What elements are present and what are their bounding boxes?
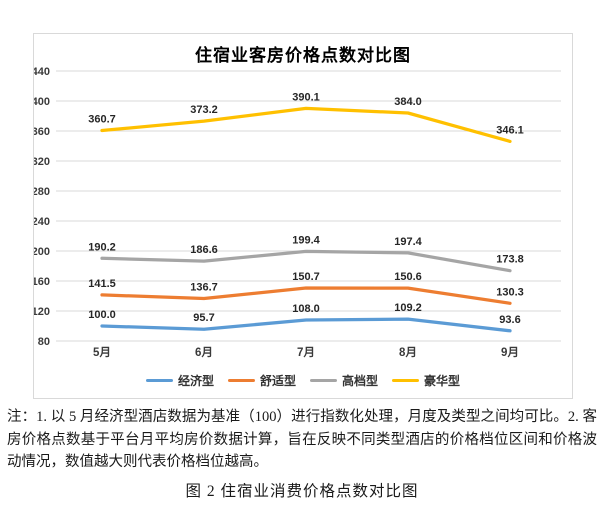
- legend-item-comfort: 舒适型: [227, 372, 296, 389]
- data-label-economy-6月: 95.7: [193, 312, 214, 324]
- series-line-economy: [100, 317, 512, 333]
- data-label-highend-9月: 173.8: [496, 254, 524, 266]
- y-tick-200: 200: [34, 246, 50, 258]
- x-category-2: 6月: [195, 346, 213, 359]
- gridlines: [56, 70, 561, 342]
- legend-line-swatch-highend: [310, 378, 337, 383]
- figure-caption: 图 2 住宿业消费价格点数对比图: [185, 483, 419, 500]
- data-label-economy-7月: 108.0: [292, 303, 320, 315]
- chart-title: 住宿业客房价格点数对比图: [195, 46, 411, 65]
- legend-item-luxury: 豪华型: [392, 372, 460, 389]
- data-label-comfort-6月: 136.7: [190, 281, 218, 293]
- data-label-luxury-7月: 390.1: [292, 91, 320, 103]
- legend-line-swatch-economy: [145, 378, 173, 383]
- series-line-luxury: [100, 106, 512, 144]
- data-label-luxury-5月: 360.7: [88, 113, 116, 125]
- data-label-comfort-8月: 150.6: [394, 271, 422, 283]
- data-label-economy-5月: 100.0: [88, 309, 116, 321]
- data-label-economy-9月: 93.6: [499, 314, 520, 326]
- chart-legend: 经济型 舒适型 高档型 豪华型: [34, 372, 572, 389]
- series-line-highend: [100, 249, 512, 273]
- legend-item-highend: 高档型: [310, 372, 378, 389]
- data-label-luxury-6月: 373.2: [190, 104, 218, 116]
- series-comfort: 141.5 136.7 150.7 150.6 130.3: [88, 271, 524, 305]
- price-chart-svg: 440 400 360 320 280 240 200 160 120 80 5月 6月 7月 8月 9月 1…: [34, 66, 561, 359]
- data-label-highend-7月: 199.4: [292, 234, 320, 246]
- data-label-comfort-5月: 141.5: [88, 278, 116, 290]
- x-category-3: 7月: [297, 346, 315, 359]
- x-category-5: 9月: [501, 346, 519, 359]
- y-tick-240: 240: [34, 216, 50, 228]
- legend-line-swatch-luxury: [392, 378, 420, 383]
- legend-label-luxury: 豪华型: [424, 374, 461, 388]
- data-label-luxury-9月: 346.1: [496, 124, 524, 136]
- legend-label-economy: 经济型: [177, 374, 214, 388]
- data-label-economy-8月: 109.2: [394, 302, 422, 314]
- x-category-1: 5月: [93, 346, 111, 359]
- x-axis-category-labels: 5月 6月 7月 8月 9月: [93, 346, 519, 359]
- data-label-comfort-7月: 150.7: [292, 271, 320, 283]
- figure-notes: 注：1. 以 5 月经济型酒店数据为基准（100）进行指数化处理，月度及类型之间…: [7, 409, 597, 470]
- legend-line-swatch-comfort: [227, 378, 255, 383]
- legend-label-comfort: 舒适型: [259, 374, 296, 388]
- data-label-comfort-9月: 130.3: [496, 286, 524, 298]
- series-highend: 190.2 186.6 199.4 197.4 173.8: [88, 234, 524, 273]
- y-tick-280: 280: [34, 186, 50, 198]
- y-tick-160: 160: [34, 276, 50, 288]
- legend-label-highend: 高档型: [342, 374, 379, 388]
- series-line-comfort: [100, 286, 512, 305]
- data-label-highend-5月: 190.2: [88, 241, 116, 253]
- y-tick-440: 440: [34, 66, 50, 78]
- chart-area: 440 400 360 320 280 240 200 160 120 80 5月 6月 7月 8月 9月 1…: [33, 33, 573, 399]
- y-tick-80: 80: [38, 336, 50, 348]
- y-tick-320: 320: [34, 156, 50, 168]
- data-label-luxury-8月: 384.0: [394, 96, 422, 108]
- legend-item-economy: 经济型: [145, 372, 214, 389]
- y-tick-360: 360: [34, 126, 50, 138]
- data-label-highend-6月: 186.6: [190, 244, 218, 256]
- series-economy: 100.0 95.7 108.0 109.2 93.6: [88, 302, 521, 333]
- y-tick-120: 120: [34, 306, 50, 318]
- y-axis-tick-labels: 440 400 360 320 280 240 200 160 120 80: [34, 66, 50, 348]
- y-tick-400: 400: [34, 96, 50, 108]
- data-label-highend-8月: 197.4: [394, 236, 422, 248]
- series-luxury: 360.7 373.2 390.1 384.0 346.1: [88, 91, 524, 144]
- x-category-4: 8月: [399, 346, 417, 359]
